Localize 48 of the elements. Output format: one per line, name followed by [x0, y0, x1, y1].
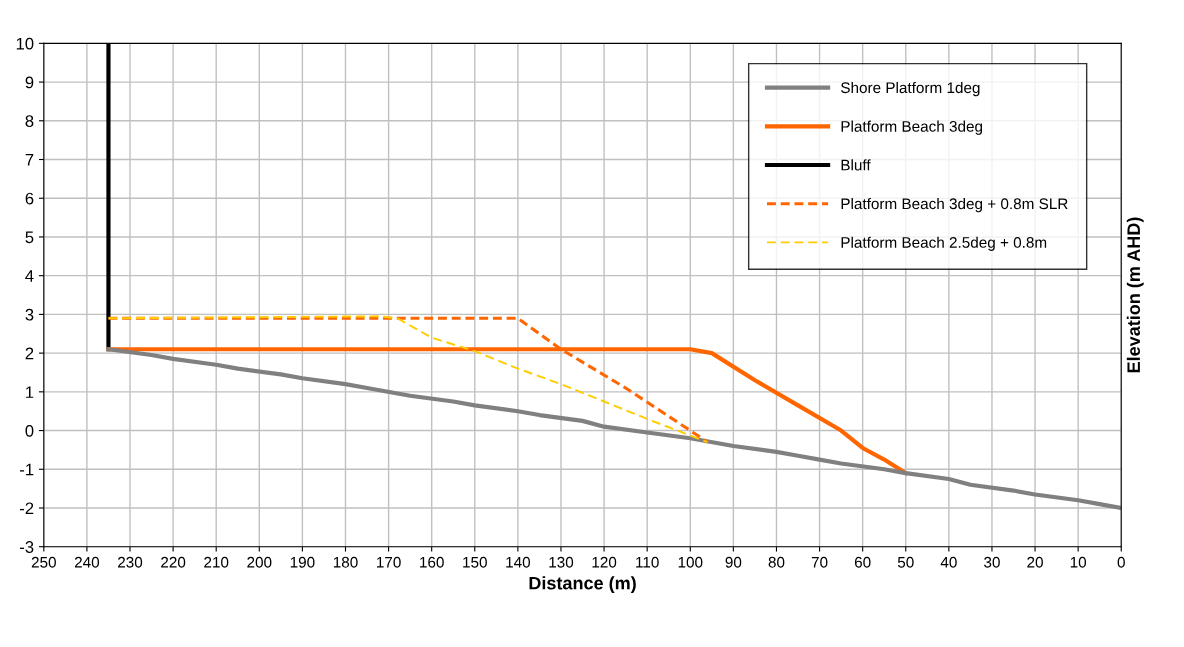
- x-tick-label: 200: [247, 556, 272, 568]
- x-tick-label: 0: [1117, 556, 1125, 568]
- y-tick-label: 8: [25, 115, 34, 127]
- y-tick-label: 9: [25, 76, 34, 89]
- y-tick-label: 6: [25, 192, 34, 205]
- x-tick-label: 110: [636, 556, 659, 568]
- x-tick-label: 180: [333, 556, 358, 568]
- x-tick-label: 70: [811, 556, 828, 568]
- x-tick-label: 150: [463, 556, 487, 568]
- x-tick-label: 250: [31, 556, 56, 568]
- x-tick-label: 80: [768, 556, 785, 568]
- y-tick-label: -2: [20, 502, 34, 515]
- legend-label: Bluff: [841, 159, 871, 171]
- x-tick-label: 170: [377, 556, 401, 568]
- x-tick-label: 10: [1070, 556, 1087, 568]
- x-tick-label: 90: [725, 556, 742, 568]
- y-tick-label: 10: [16, 37, 34, 50]
- x-tick-label: 240: [74, 556, 100, 568]
- x-tick-label: 140: [506, 556, 531, 568]
- x-tick-label: 50: [897, 556, 914, 568]
- legend-label: Platform Beach 2.5deg + 0.8m: [841, 236, 1047, 251]
- y-tick-label: 3: [25, 308, 34, 321]
- x-tick-label: 190: [290, 556, 315, 568]
- legend-label: Platform Beach 3deg: [841, 120, 983, 135]
- y-axis-title: Elevation (m AHD): [1126, 217, 1144, 373]
- x-tick-label: 40: [940, 556, 957, 568]
- x-tick-label: 220: [161, 556, 186, 568]
- legend-label: Shore Platform 1deg: [841, 81, 980, 97]
- x-axis-title: Distance (m): [529, 576, 636, 594]
- y-tick-label: 4: [25, 270, 34, 282]
- x-tick-label: 230: [118, 556, 143, 568]
- y-tick-label: 7: [25, 154, 34, 166]
- y-tick-label: -1: [20, 463, 34, 476]
- x-tick-label: 130: [549, 556, 574, 568]
- x-tick-label: 20: [1027, 556, 1043, 568]
- y-tick-label: -3: [20, 541, 34, 553]
- y-tick-label: 1: [26, 386, 34, 398]
- x-tick-label: 120: [592, 556, 617, 568]
- x-tick-label: 100: [678, 556, 703, 568]
- x-tick-label: 60: [854, 556, 871, 568]
- legend-label: Platform Beach 3deg + 0.8m SLR: [841, 197, 1068, 213]
- x-tick-label: 160: [420, 556, 444, 568]
- line-series: [106, 347, 1122, 511]
- y-tick-label: 2: [25, 347, 34, 360]
- x-tick-label: 30: [984, 556, 1000, 568]
- y-tick-label: 0: [25, 424, 34, 437]
- y-tick-label: 5: [25, 231, 34, 244]
- x-tick-label: 210: [204, 556, 229, 568]
